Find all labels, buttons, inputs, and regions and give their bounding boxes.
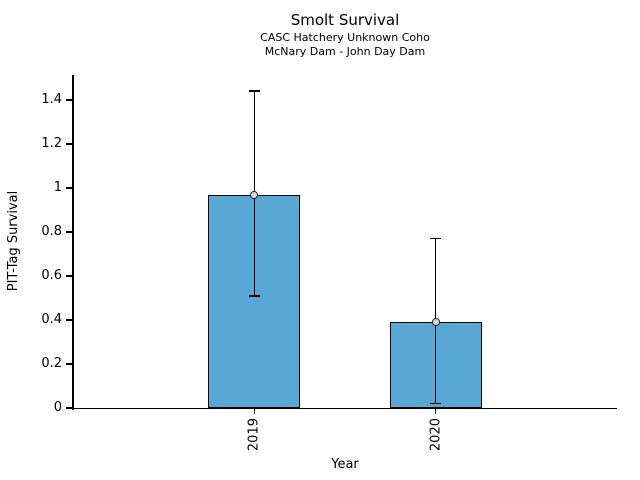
y-tick-label: 0.6 xyxy=(41,268,62,283)
y-tick xyxy=(66,363,73,365)
y-axis-spine xyxy=(72,75,74,410)
chart-subtitle-line2: McNary Dam - John Day Dam xyxy=(264,45,426,58)
y-tick xyxy=(66,275,73,277)
y-tick-label: 1.2 xyxy=(41,136,62,151)
point-marker-2020 xyxy=(431,318,440,327)
chart-title: Smolt Survival xyxy=(290,11,400,29)
y-tick-label: 0.8 xyxy=(41,224,62,239)
point-marker-2019 xyxy=(250,190,259,199)
y-tick xyxy=(66,143,73,145)
x-axis-spine xyxy=(72,408,618,410)
y-tick-label: 1.4 xyxy=(41,92,62,107)
x-tick-2019 xyxy=(253,409,255,414)
y-tick-label: 0.4 xyxy=(41,312,62,327)
error-bar-cap-top-2019 xyxy=(248,90,260,92)
x-tick-label-2019: 2019 xyxy=(246,418,262,452)
chart-subtitle-line1: CASC Hatchery Unknown Coho xyxy=(260,31,430,44)
y-tick xyxy=(66,319,73,321)
error-bar-cap-top-2020 xyxy=(430,237,442,240)
x-tick-label-2020: 2020 xyxy=(428,418,444,452)
y-tick xyxy=(66,187,73,189)
y-tick-label: 0 xyxy=(53,400,62,415)
y-tick-label: 0.2 xyxy=(41,356,62,371)
x-tick-2020 xyxy=(435,409,437,414)
y-tick xyxy=(66,231,73,233)
y-tick-label: 1 xyxy=(53,180,62,195)
x-axis-label: Year xyxy=(331,457,359,472)
y-tick xyxy=(66,407,73,409)
error-bar-cap-bottom-2020 xyxy=(430,402,442,405)
y-tick xyxy=(66,99,73,101)
error-bar-cap-bottom-2019 xyxy=(248,295,260,297)
